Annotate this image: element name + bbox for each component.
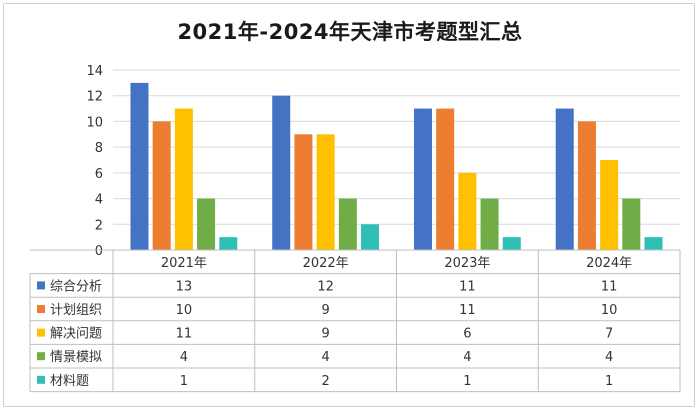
legend-swatch [37,375,45,384]
data-table-value: 6 [463,327,471,342]
y-tick-label: 8 [95,141,103,156]
y-tick-label: 10 [86,115,103,130]
data-table-value: 1 [463,374,471,389]
y-tick-label: 6 [95,167,103,182]
bar [644,237,663,250]
data-table-value: 10 [601,303,618,318]
bar [316,134,335,250]
bar [361,224,380,250]
data-table-value: 1 [180,374,188,389]
bar [197,198,216,250]
data-table-value: 10 [176,303,193,318]
data-table-value: 11 [459,303,476,318]
bar [502,237,521,250]
bar [174,108,193,250]
data-table-value: 12 [317,279,334,294]
x-category-label: 2022年 [303,256,349,271]
bar [294,134,313,250]
bar [555,108,574,250]
bar [152,121,171,250]
legend-swatch [37,305,45,313]
bar [436,108,455,250]
data-table-value: 2 [321,374,329,389]
bar [219,237,238,250]
bar [458,172,477,250]
legend-label: 材料题 [50,374,89,389]
data-table-value: 4 [321,350,329,365]
data-table-value: 11 [459,279,476,294]
data-table-value: 13 [176,279,193,294]
legend-swatch [37,328,45,337]
data-table-value: 4 [180,350,188,365]
x-category-label: 2023年 [444,256,490,271]
data-table-value: 9 [321,327,329,342]
data-table-value: 11 [601,279,618,294]
bar [480,198,499,250]
x-category-label: 2024年 [586,256,632,271]
y-tick-label: 14 [86,64,103,79]
y-tick-label: 0 [95,244,103,259]
data-table-value: 7 [605,327,613,342]
data-table-value: 1 [605,374,613,389]
legend-label: 情景模拟 [50,350,102,365]
y-tick-label: 2 [95,218,103,233]
data-table-value: 9 [321,303,329,318]
bar [413,108,432,250]
legend-swatch [37,352,45,361]
legend-label: 综合分析 [50,279,102,294]
bar [577,121,596,250]
legend-label: 解决问题 [50,327,102,342]
bar [622,198,641,250]
bar [130,82,149,250]
data-table-value: 4 [605,350,613,365]
y-tick-label: 4 [95,193,103,208]
chart-title: 2021年-2024年天津市考题型汇总 [177,20,523,44]
y-tick-label: 12 [86,90,103,105]
data-table-value: 11 [176,327,193,342]
data-table-value: 4 [463,350,471,365]
legend-swatch [37,281,45,290]
bar [600,160,619,250]
legend-label: 计划组织 [50,303,102,318]
x-category-label: 2021年 [161,256,207,271]
bar [338,198,357,250]
bar [272,95,291,250]
